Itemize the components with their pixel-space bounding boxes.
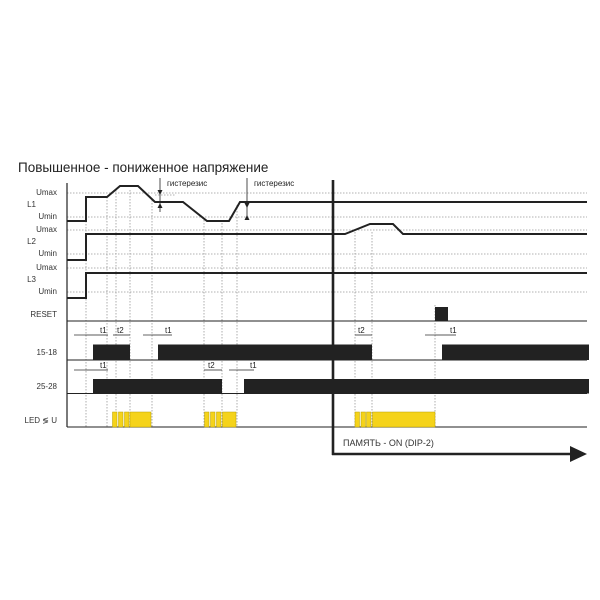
level-gridlines (67, 192, 587, 293)
t1-label: t1 (450, 326, 457, 335)
hysteresis-label-1: гистерезис (167, 179, 207, 188)
contact-15-18-label: 15-18 (37, 348, 58, 357)
l3-umax-label: Umax (36, 263, 57, 272)
t1-label: t1 (250, 361, 257, 370)
l2-waveform (67, 223, 587, 261)
l1-waveform (67, 185, 587, 222)
hysteresis-marker-1: гистерезис (155, 178, 207, 212)
l1-label: L1 (27, 200, 36, 209)
t1-label: t1 (165, 326, 172, 335)
t2-label: t2 (358, 326, 365, 335)
arrow-up-icon (244, 215, 250, 220)
reset-label: RESET (30, 310, 57, 319)
l2-label: L2 (27, 237, 36, 246)
l3-umin-label: Umin (38, 287, 57, 296)
arrow-right-icon (570, 446, 587, 462)
t1-label: t1 (100, 326, 107, 335)
hysteresis-label-2: гистерезис (254, 179, 294, 188)
reset-pulse (435, 307, 448, 321)
row-baselines (67, 320, 587, 428)
contact-15-18-signal (93, 344, 589, 360)
memory-on-marker: ПАМЯТЬ - ON (DIP-2) (331, 180, 587, 462)
l1-umax-label: Umax (36, 188, 57, 197)
led-signal (112, 411, 436, 428)
diagram-title: Повышенное - пониженное напряжение (18, 160, 268, 175)
contact-25-28-label: 25-28 (37, 382, 58, 391)
l3-label: L3 (27, 275, 36, 284)
arrow-down-icon (244, 203, 250, 208)
arrow-up-icon (157, 203, 163, 208)
signal-labels: Umax L1 Umin Umax L2 Umin Umax L3 Umin R… (25, 188, 58, 425)
l2-umin-label: Umin (38, 249, 57, 258)
l3-waveform (67, 272, 587, 299)
arrow-down-icon (157, 190, 163, 195)
t2-label: t2 (208, 361, 215, 370)
l1-umin-label: Umin (38, 212, 57, 221)
hysteresis-marker-2: гистерезис (244, 178, 294, 220)
memory-label: ПАМЯТЬ - ON (DIP-2) (343, 438, 434, 448)
led-label: LED ≶ U (25, 416, 58, 425)
timer-labels: t1 t2 t1 t2 t1 t1 t2 t1 (100, 326, 457, 370)
t1-label: t1 (100, 361, 107, 370)
t2-label: t2 (117, 326, 124, 335)
l2-umax-label: Umax (36, 225, 57, 234)
timer-annotations (74, 334, 456, 371)
contact-25-28-signal (93, 379, 589, 394)
